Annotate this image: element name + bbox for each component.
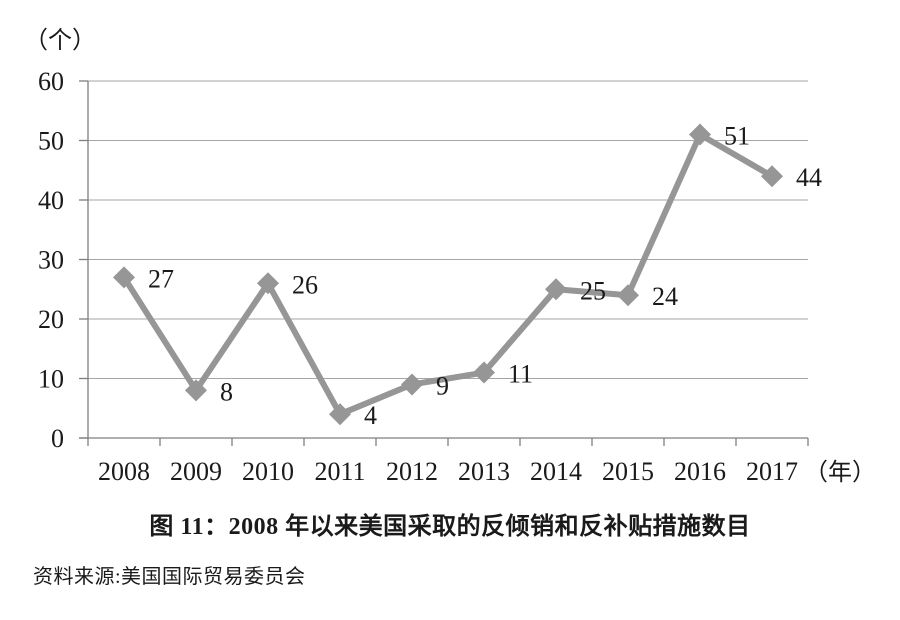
- x-axis-unit-label: （年）: [804, 459, 876, 486]
- data-label: 11: [508, 360, 533, 389]
- data-label: 9: [436, 371, 449, 400]
- data-label: 25: [580, 276, 606, 305]
- y-axis-unit-label: （个）: [24, 27, 96, 54]
- y-tick-label: 30: [38, 246, 64, 275]
- y-tick-label: 20: [38, 305, 64, 334]
- data-point-marker: [761, 165, 783, 188]
- data-label: 26: [292, 270, 318, 299]
- data-point-marker: [185, 379, 207, 402]
- data-point-marker: [329, 403, 351, 426]
- y-tick-label: 0: [51, 424, 64, 453]
- data-point-marker: [617, 284, 639, 307]
- figure-source: 资料来源:美国国际贸易委员会: [33, 566, 306, 588]
- data-label: 44: [796, 163, 822, 192]
- x-tick-label: 2011: [314, 457, 365, 486]
- x-tick-label: 2016: [674, 457, 726, 486]
- data-label: 8: [220, 377, 233, 406]
- data-point-marker: [401, 373, 423, 396]
- x-tick-label: 2014: [530, 457, 582, 486]
- data-point-marker: [257, 272, 279, 295]
- y-tick-label: 10: [38, 365, 64, 394]
- x-tick-label: 2012: [386, 457, 438, 486]
- data-point-marker: [689, 123, 711, 146]
- data-point-marker: [545, 278, 567, 301]
- x-tick-label: 2010: [242, 457, 294, 486]
- data-label: 27: [148, 264, 174, 293]
- y-tick-label: 40: [38, 186, 64, 215]
- data-label: 51: [724, 122, 750, 151]
- y-tick-label: 60: [38, 67, 64, 96]
- data-point-marker: [113, 266, 135, 289]
- chart-svg: 0 10 20 30 40 50 60 2008 2009 2010 2011 2012 2013 201…: [24, 27, 876, 486]
- y-tick-label: 50: [38, 127, 64, 156]
- data-line: [121, 131, 775, 418]
- x-tick-label: 2013: [458, 457, 510, 486]
- x-tick-label: 2008: [98, 457, 150, 486]
- figure-title: 图 11：2008 年以来美国采取的反倾销和反补贴措施数目: [149, 514, 751, 540]
- data-label: 4: [364, 401, 377, 430]
- x-tick-label: 2017: [746, 457, 798, 486]
- x-tick-label: 2015: [602, 457, 654, 486]
- data-point-marker: [473, 361, 495, 384]
- x-tick-label: 2009: [170, 457, 222, 486]
- data-label: 24: [652, 282, 678, 311]
